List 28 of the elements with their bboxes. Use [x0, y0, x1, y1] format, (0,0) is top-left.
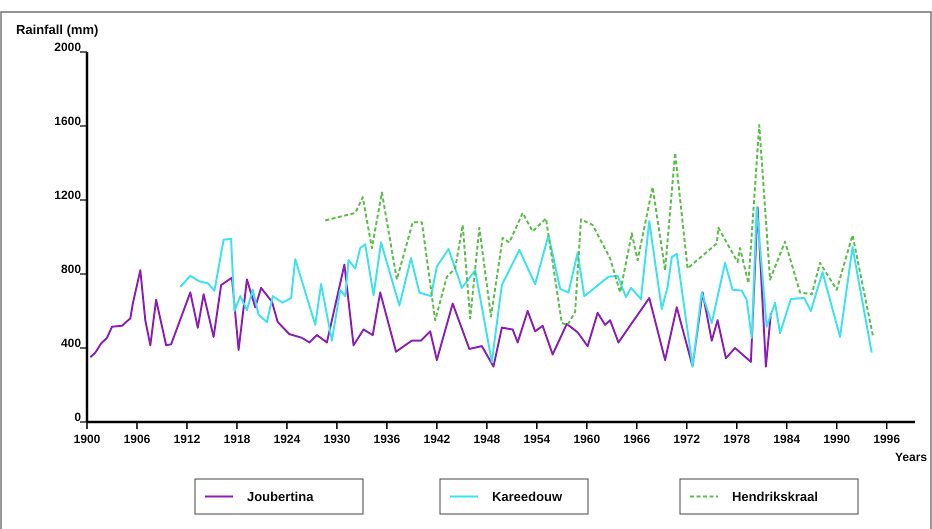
- x-tick-label: 1966: [623, 432, 650, 446]
- x-tick-label: 1954: [523, 432, 550, 446]
- x-tick-label: 1960: [573, 432, 600, 446]
- x-tick-label: 1936: [374, 432, 401, 446]
- x-tick-label: 1948: [473, 432, 501, 446]
- x-axis-title: Years: [895, 450, 928, 464]
- x-tick-label: 1918: [224, 432, 251, 446]
- x-tick-label: 1972: [673, 432, 700, 446]
- legend-label: Joubertina: [247, 489, 314, 504]
- x-tick-label: 1900: [74, 432, 101, 446]
- x-tick-label: 1984: [773, 432, 800, 446]
- x-tick-label: 1996: [873, 432, 900, 446]
- x-tick-label: 1930: [324, 432, 351, 446]
- y-tick-label: 1600: [54, 114, 82, 128]
- y-tick-label: 2000: [54, 40, 82, 54]
- x-tick-label: 1924: [274, 432, 301, 446]
- x-tick-label: 1978: [723, 432, 750, 446]
- legend-label: Kareedouw: [492, 489, 563, 504]
- x-tick-label: 1990: [823, 432, 850, 446]
- y-tick-label: 400: [60, 336, 82, 350]
- x-tick-label: 1912: [174, 432, 201, 446]
- y-tick-label: 800: [60, 262, 82, 276]
- x-tick-label: 1906: [124, 432, 151, 446]
- y-tick-label: 0: [74, 410, 82, 424]
- y-axis-title: Rainfall (mm): [16, 22, 98, 37]
- y-tick-label: 1200: [54, 188, 82, 202]
- x-tick-label: 1942: [424, 432, 451, 446]
- legend-label: Hendrikskraal: [732, 489, 818, 504]
